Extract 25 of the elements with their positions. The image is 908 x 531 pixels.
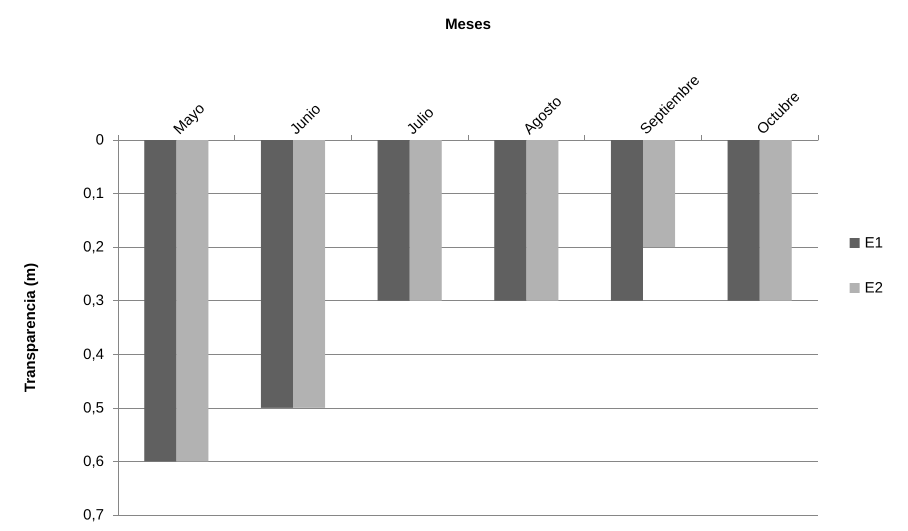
y-tick-label: 0,2 [83, 238, 104, 256]
y-tick-label: 0,4 [83, 346, 104, 363]
x-tick-label: Julio [404, 104, 438, 138]
bar [610, 140, 643, 301]
y-tick-label: 0,1 [83, 185, 104, 202]
bar [293, 140, 326, 408]
bar [410, 140, 442, 301]
bar [494, 140, 526, 301]
bar [643, 140, 676, 248]
y-axis-title: Transparencia (m) [22, 262, 39, 392]
bar [176, 140, 208, 462]
y-tick-label: 0,3 [83, 292, 104, 310]
y-tick-label: 0 [96, 132, 104, 148]
bar [144, 140, 176, 462]
legend-label: E2 [864, 280, 884, 296]
y-tick-label: 0,7 [83, 506, 104, 524]
x-axis-title: Meses [445, 16, 491, 33]
legend-label: E1 [864, 234, 884, 252]
bar [760, 140, 792, 301]
bar [526, 140, 558, 301]
y-tick-label: 0,5 [83, 399, 104, 416]
bar [260, 140, 293, 408]
y-tick-label: 0,6 [83, 452, 104, 470]
bar [728, 140, 760, 301]
bar [378, 140, 410, 301]
